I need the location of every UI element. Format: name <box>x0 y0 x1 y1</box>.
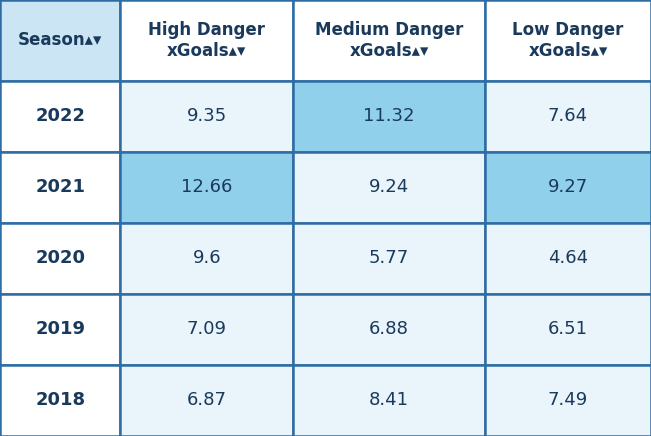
Text: High Danger
xGoals▴▾: High Danger xGoals▴▾ <box>148 21 265 60</box>
Bar <box>485 294 651 365</box>
Bar <box>485 81 651 152</box>
Text: Season▴▾: Season▴▾ <box>18 31 102 49</box>
Bar <box>120 81 293 152</box>
Bar <box>485 152 651 223</box>
Bar <box>120 152 293 223</box>
Bar <box>0 0 120 81</box>
Bar <box>293 223 485 294</box>
Text: 2021: 2021 <box>35 178 85 196</box>
Bar <box>0 294 120 365</box>
Text: 6.51: 6.51 <box>548 320 588 338</box>
Text: 9.35: 9.35 <box>187 107 227 125</box>
Text: Medium Danger
xGoals▴▾: Medium Danger xGoals▴▾ <box>315 21 463 60</box>
Text: 9.24: 9.24 <box>369 178 409 196</box>
Bar <box>485 0 651 81</box>
Bar <box>293 0 485 81</box>
Bar <box>120 223 293 294</box>
Bar <box>293 365 485 436</box>
Text: 2020: 2020 <box>35 249 85 267</box>
Bar <box>485 365 651 436</box>
Text: 4.64: 4.64 <box>548 249 588 267</box>
Text: 11.32: 11.32 <box>363 107 415 125</box>
Bar <box>293 81 485 152</box>
Bar <box>0 365 120 436</box>
Text: 2022: 2022 <box>35 107 85 125</box>
Text: 7.09: 7.09 <box>187 320 227 338</box>
Text: 2019: 2019 <box>35 320 85 338</box>
Text: 2018: 2018 <box>35 392 85 409</box>
Text: 6.88: 6.88 <box>369 320 409 338</box>
Bar <box>0 81 120 152</box>
Text: 7.64: 7.64 <box>548 107 588 125</box>
Text: Low Danger
xGoals▴▾: Low Danger xGoals▴▾ <box>512 21 624 60</box>
Bar <box>485 223 651 294</box>
Text: 8.41: 8.41 <box>369 392 409 409</box>
Bar <box>0 152 120 223</box>
Bar <box>120 0 293 81</box>
Text: 5.77: 5.77 <box>369 249 409 267</box>
Bar <box>120 365 293 436</box>
Bar <box>0 223 120 294</box>
Text: 6.87: 6.87 <box>187 392 227 409</box>
Bar <box>120 294 293 365</box>
Text: 12.66: 12.66 <box>181 178 232 196</box>
Text: 9.6: 9.6 <box>193 249 221 267</box>
Bar <box>293 152 485 223</box>
Text: 7.49: 7.49 <box>548 392 588 409</box>
Text: 9.27: 9.27 <box>548 178 588 196</box>
Bar <box>293 294 485 365</box>
